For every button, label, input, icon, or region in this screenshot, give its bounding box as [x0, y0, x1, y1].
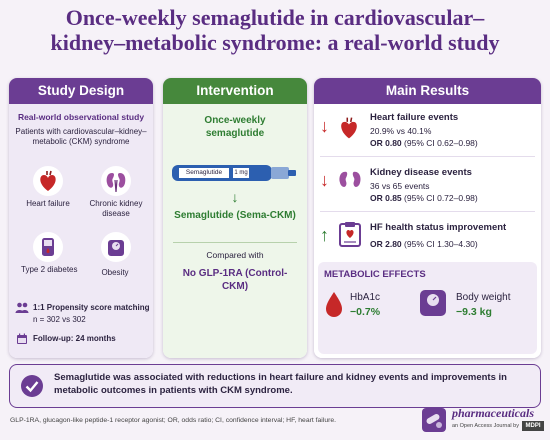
- followup-text: Follow-up: 24 months: [33, 334, 116, 343]
- study-design-panel: Study Design Real-world observational st…: [9, 78, 153, 358]
- result-2-title: Kidney disease events: [370, 167, 472, 178]
- result-3-or: OR 2.80 (95% CI 1.30–4.30): [370, 239, 478, 249]
- footnote: GLP-1RA, glucagon-like peptide-1 recepto…: [10, 417, 337, 424]
- drug-name: Once-weekly semaglutide: [204, 115, 266, 139]
- scale-icon: [101, 232, 131, 262]
- result-3-title: HF health status improvement: [370, 222, 507, 233]
- up-arrow-icon: ↑: [320, 225, 329, 245]
- title-line-2: kidney–metabolic syndrome: a real-world …: [50, 30, 500, 55]
- divider: [320, 211, 535, 212]
- pen-label: Semaglutide: [185, 169, 223, 176]
- group-sema: Semaglutide (Sema-CKM): [174, 210, 296, 221]
- pills-icon: [422, 408, 446, 432]
- down-arrow-icon: ↓: [320, 116, 329, 136]
- conclusion-box: Semaglutide was associated with reductio…: [9, 364, 541, 408]
- weight-label: Body weight: [456, 292, 511, 303]
- calendar-icon: [17, 333, 27, 344]
- conclusion-text: Semaglutide was associated with reductio…: [54, 372, 507, 396]
- kidney-icon: [101, 166, 131, 196]
- title-line-1: Once-weekly semaglutide in cardiovascula…: [65, 5, 485, 30]
- scale-icon: [420, 290, 446, 316]
- pen-dose: 1 mg: [234, 170, 248, 176]
- publisher-logo: MDPI: [522, 421, 544, 431]
- divider: [173, 242, 297, 243]
- injection-pen-icon: Semaglutide 1 mg: [171, 162, 297, 184]
- condition-ckd: Chronic kidney disease: [89, 199, 143, 218]
- compared-with: Compared with: [206, 250, 264, 260]
- down-arrow-icon: ↓: [231, 189, 239, 205]
- result-1-values: 20.9% vs 40.1%: [370, 126, 432, 136]
- study-type: Real-world observational study: [17, 112, 145, 122]
- heart-icon: [33, 166, 63, 196]
- metabolic-effects-box: METABOLIC EFFECTS HbA1c −0.7% Body weigh…: [318, 262, 537, 354]
- blood-drop-icon: [326, 292, 342, 317]
- matching-n: n = 302 vs 302: [33, 315, 86, 324]
- hba1c-value: −0.7%: [350, 306, 381, 318]
- result-1-title: Heart failure events: [370, 112, 459, 123]
- result-2-or: OR 0.85 (95% CI 0.72–0.98): [370, 193, 478, 203]
- glucose-meter-icon: [33, 232, 63, 262]
- results-panel: Main Results ↓ Heart failure events 20.9…: [314, 78, 541, 358]
- study-design-header: Study Design: [9, 78, 153, 104]
- journal-tagline: an Open Access Journal by: [452, 423, 519, 429]
- infographic-title: Once-weekly semaglutide in cardiovascula…: [0, 5, 550, 55]
- weight-value: −9.3 kg: [456, 306, 492, 318]
- people-icon: [15, 302, 29, 313]
- condition-heart-failure: Heart failure: [26, 199, 70, 208]
- condition-t2d: Type 2 diabetes: [21, 265, 78, 274]
- matching-title: 1:1 Propensity score matching: [33, 303, 150, 312]
- intervention-header: Intervention: [163, 78, 307, 104]
- intervention-panel: Intervention Once-weekly semaglutide Sem…: [163, 78, 307, 358]
- population-text: Patients with cardiovascular–kidney–meta…: [15, 127, 147, 146]
- metabolic-header: METABOLIC EFFECTS: [324, 269, 426, 280]
- results-header: Main Results: [314, 78, 541, 104]
- divider: [320, 156, 535, 157]
- down-arrow-icon: ↓: [320, 170, 329, 190]
- result-2-values: 36 vs 65 events: [370, 181, 430, 191]
- check-circle-icon: [21, 375, 43, 397]
- result-1-or: OR 0.80 (95% CI 0.62–0.98): [370, 138, 478, 148]
- group-control: No GLP-1RA (Control-CKM): [182, 268, 288, 292]
- hba1c-label: HbA1c: [350, 292, 381, 303]
- clipboard-heart-icon: [339, 222, 361, 247]
- journal-name: pharmaceuticals: [452, 406, 535, 420]
- heart-icon: [341, 117, 357, 139]
- journal-logo: pharmaceuticals an Open Access Journal b…: [418, 404, 550, 440]
- kidney-icon: [339, 171, 361, 187]
- condition-obesity: Obesity: [101, 268, 129, 277]
